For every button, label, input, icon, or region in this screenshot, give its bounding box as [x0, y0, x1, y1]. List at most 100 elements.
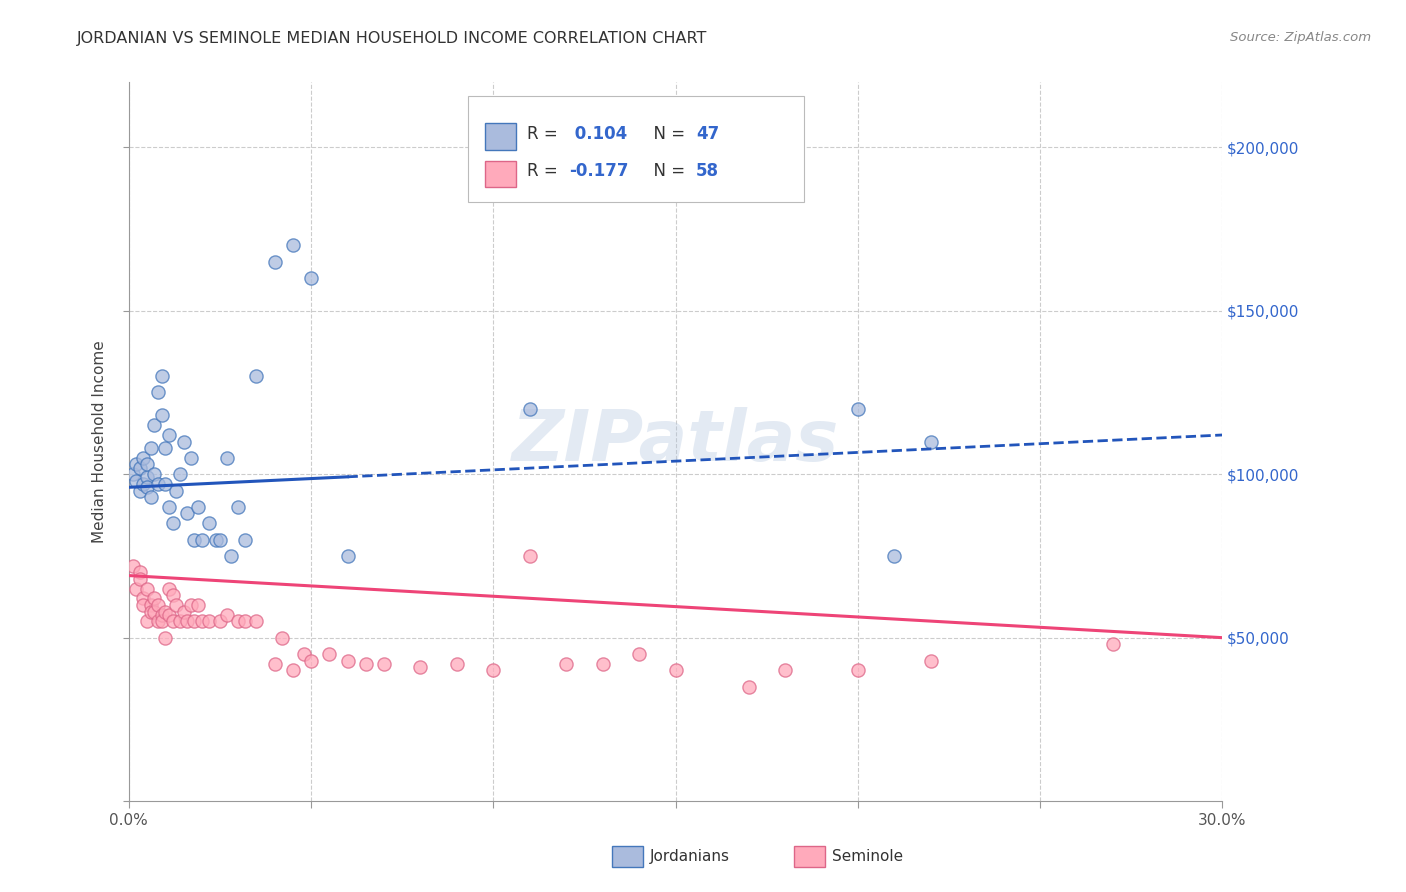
Point — [190, 533, 212, 547]
Point — [125, 458, 148, 472]
Text: Jordanians: Jordanians — [650, 849, 730, 863]
Point — [136, 470, 159, 484]
Point — [271, 631, 294, 645]
Point — [165, 598, 187, 612]
Point — [737, 680, 759, 694]
Point — [128, 483, 150, 498]
Point — [180, 598, 202, 612]
Point — [173, 605, 195, 619]
Point — [245, 369, 267, 384]
Point — [162, 516, 184, 531]
Point — [354, 657, 377, 671]
Point — [146, 385, 169, 400]
Point — [139, 490, 162, 504]
Point — [281, 238, 304, 252]
Text: Seminole: Seminole — [832, 849, 904, 863]
Point — [217, 450, 239, 465]
Point — [128, 460, 150, 475]
Point — [155, 605, 177, 619]
Point — [198, 615, 221, 629]
Point — [176, 615, 198, 629]
Point — [155, 477, 177, 491]
Point — [143, 605, 166, 619]
Point — [665, 664, 688, 678]
Point — [846, 401, 869, 416]
Point — [150, 369, 173, 384]
Point — [183, 533, 205, 547]
Point — [555, 657, 578, 671]
Point — [519, 401, 541, 416]
Point — [226, 615, 249, 629]
Point — [205, 533, 228, 547]
Point — [920, 434, 942, 449]
Point — [1102, 637, 1125, 651]
Point — [169, 467, 191, 482]
Point — [157, 607, 180, 622]
Y-axis label: Median Household Income: Median Household Income — [93, 340, 107, 543]
Point — [150, 615, 173, 629]
Point — [162, 588, 184, 602]
Text: ZIPatlas: ZIPatlas — [512, 407, 839, 476]
Point — [165, 483, 187, 498]
Point — [180, 450, 202, 465]
Point — [173, 434, 195, 449]
Point — [132, 591, 155, 606]
Point — [150, 607, 173, 622]
Point — [592, 657, 614, 671]
Point — [292, 647, 315, 661]
Text: R =: R = — [527, 162, 564, 180]
Point — [446, 657, 468, 671]
Point — [139, 605, 162, 619]
Point — [143, 467, 166, 482]
Point — [162, 615, 184, 629]
Point — [136, 582, 159, 596]
Point — [198, 516, 221, 531]
Point — [128, 566, 150, 580]
Point — [263, 254, 285, 268]
Point — [883, 549, 905, 563]
Point — [409, 660, 432, 674]
Point — [773, 664, 796, 678]
Point — [132, 598, 155, 612]
Point — [136, 458, 159, 472]
Point — [132, 477, 155, 491]
Point — [146, 615, 169, 629]
Point — [519, 549, 541, 563]
Point — [482, 664, 505, 678]
Point — [146, 477, 169, 491]
Text: 0.104: 0.104 — [569, 125, 627, 143]
Point — [187, 598, 209, 612]
Point — [208, 533, 231, 547]
Point — [143, 591, 166, 606]
Text: Source: ZipAtlas.com: Source: ZipAtlas.com — [1230, 31, 1371, 45]
Text: 47: 47 — [696, 125, 720, 143]
Text: R =: R = — [527, 125, 564, 143]
Point — [217, 607, 239, 622]
Point — [920, 654, 942, 668]
Point — [155, 441, 177, 455]
Point — [155, 631, 177, 645]
Point — [125, 474, 148, 488]
Point — [157, 582, 180, 596]
Text: JORDANIAN VS SEMINOLE MEDIAN HOUSEHOLD INCOME CORRELATION CHART: JORDANIAN VS SEMINOLE MEDIAN HOUSEHOLD I… — [77, 31, 707, 46]
Point — [299, 271, 322, 285]
Text: N =: N = — [643, 162, 690, 180]
Point — [125, 582, 148, 596]
Point — [318, 647, 340, 661]
Point — [187, 500, 209, 514]
Point — [176, 507, 198, 521]
Text: N =: N = — [643, 125, 690, 143]
Point — [373, 657, 395, 671]
Point — [157, 428, 180, 442]
Point — [281, 664, 304, 678]
Point — [121, 558, 143, 573]
Point — [121, 467, 143, 482]
Point — [146, 598, 169, 612]
Point — [336, 654, 359, 668]
Point — [157, 500, 180, 514]
Point — [235, 533, 257, 547]
Point — [235, 615, 257, 629]
Point — [169, 615, 191, 629]
Text: 58: 58 — [696, 162, 718, 180]
Text: -0.177: -0.177 — [569, 162, 628, 180]
